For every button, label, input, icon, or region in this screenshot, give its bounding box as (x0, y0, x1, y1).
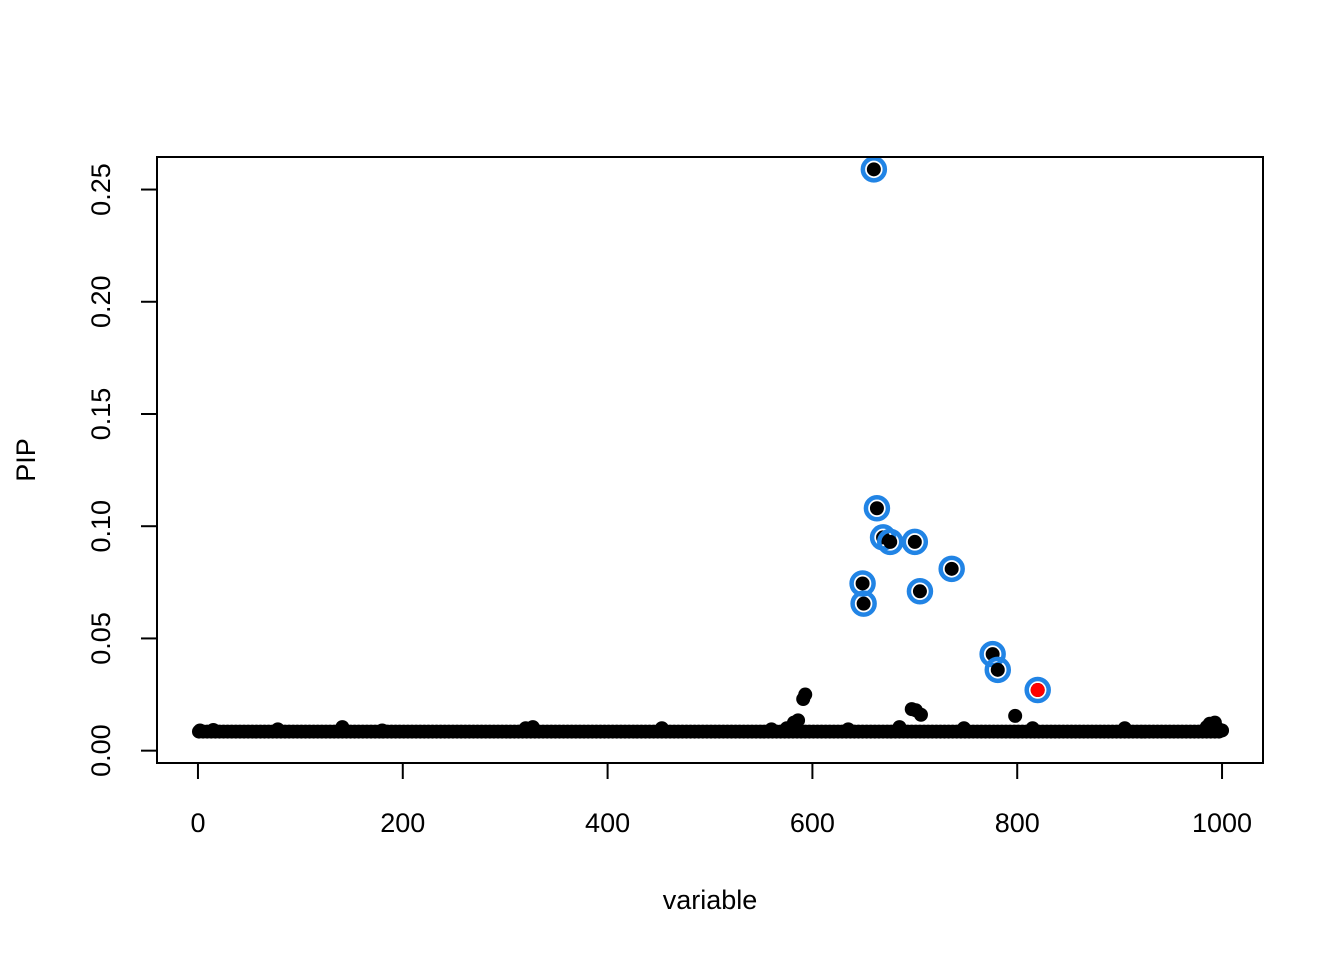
y-tick-label: 0.10 (86, 500, 116, 553)
highlighted-point (883, 534, 898, 549)
x-axis-title: variable (663, 885, 758, 915)
highlighted-point (907, 534, 922, 549)
true-effect-layer (1030, 683, 1045, 698)
highlighted-point (856, 596, 871, 611)
data-point (654, 721, 669, 736)
highlight-ring (906, 578, 934, 605)
data-point (206, 723, 221, 738)
x-tick-label: 1000 (1192, 808, 1252, 838)
data-point (270, 722, 285, 737)
highlight-ring (901, 528, 929, 556)
highlighted-point (869, 501, 884, 516)
x-axis: 0 200 400 600 800 1000 (190, 762, 1252, 838)
highlight-ring (850, 590, 877, 617)
data-point (892, 720, 907, 735)
highlight-ring (876, 528, 904, 556)
y-tick-label: 0.15 (86, 388, 116, 441)
data-point (841, 722, 856, 737)
points-layer (193, 687, 1230, 738)
x-tick-label: 200 (380, 808, 425, 838)
data-point (764, 722, 779, 737)
highlight-ring (1024, 676, 1051, 704)
data-point (525, 720, 540, 735)
y-axis: 0.00 0.05 0.10 0.15 0.20 0.25 (86, 163, 158, 777)
highlighted-point (912, 584, 927, 599)
data-point (956, 721, 971, 736)
y-tick-label: 0.00 (86, 724, 116, 777)
data-point (375, 723, 390, 738)
data-point (913, 707, 928, 722)
highlight-ring (984, 656, 1012, 684)
highlighted-point (944, 561, 959, 576)
highlighted-point (990, 662, 1005, 677)
y-tick-label: 0.20 (86, 275, 116, 328)
highlight-ring (938, 555, 965, 583)
highlighted-point (855, 576, 870, 591)
data-point (1117, 721, 1132, 736)
x-tick-label: 800 (995, 808, 1040, 838)
data-point (1025, 721, 1040, 736)
y-tick-label: 0.05 (86, 612, 116, 665)
data-point (1008, 708, 1023, 723)
x-tick-label: 0 (190, 808, 205, 838)
true-effect-point (1030, 683, 1045, 698)
highlight-ring (863, 495, 891, 522)
data-point (335, 720, 350, 735)
x-tick-label: 400 (585, 808, 630, 838)
y-tick-label: 0.25 (86, 163, 116, 216)
data-point (798, 687, 813, 702)
data-point (791, 713, 806, 728)
y-axis-title: PIP (11, 438, 41, 482)
data-point (1215, 723, 1230, 738)
x-tick-label: 600 (790, 808, 835, 838)
highlighted-point (866, 162, 881, 177)
highlight-ring (860, 156, 888, 183)
data-point (193, 723, 208, 738)
